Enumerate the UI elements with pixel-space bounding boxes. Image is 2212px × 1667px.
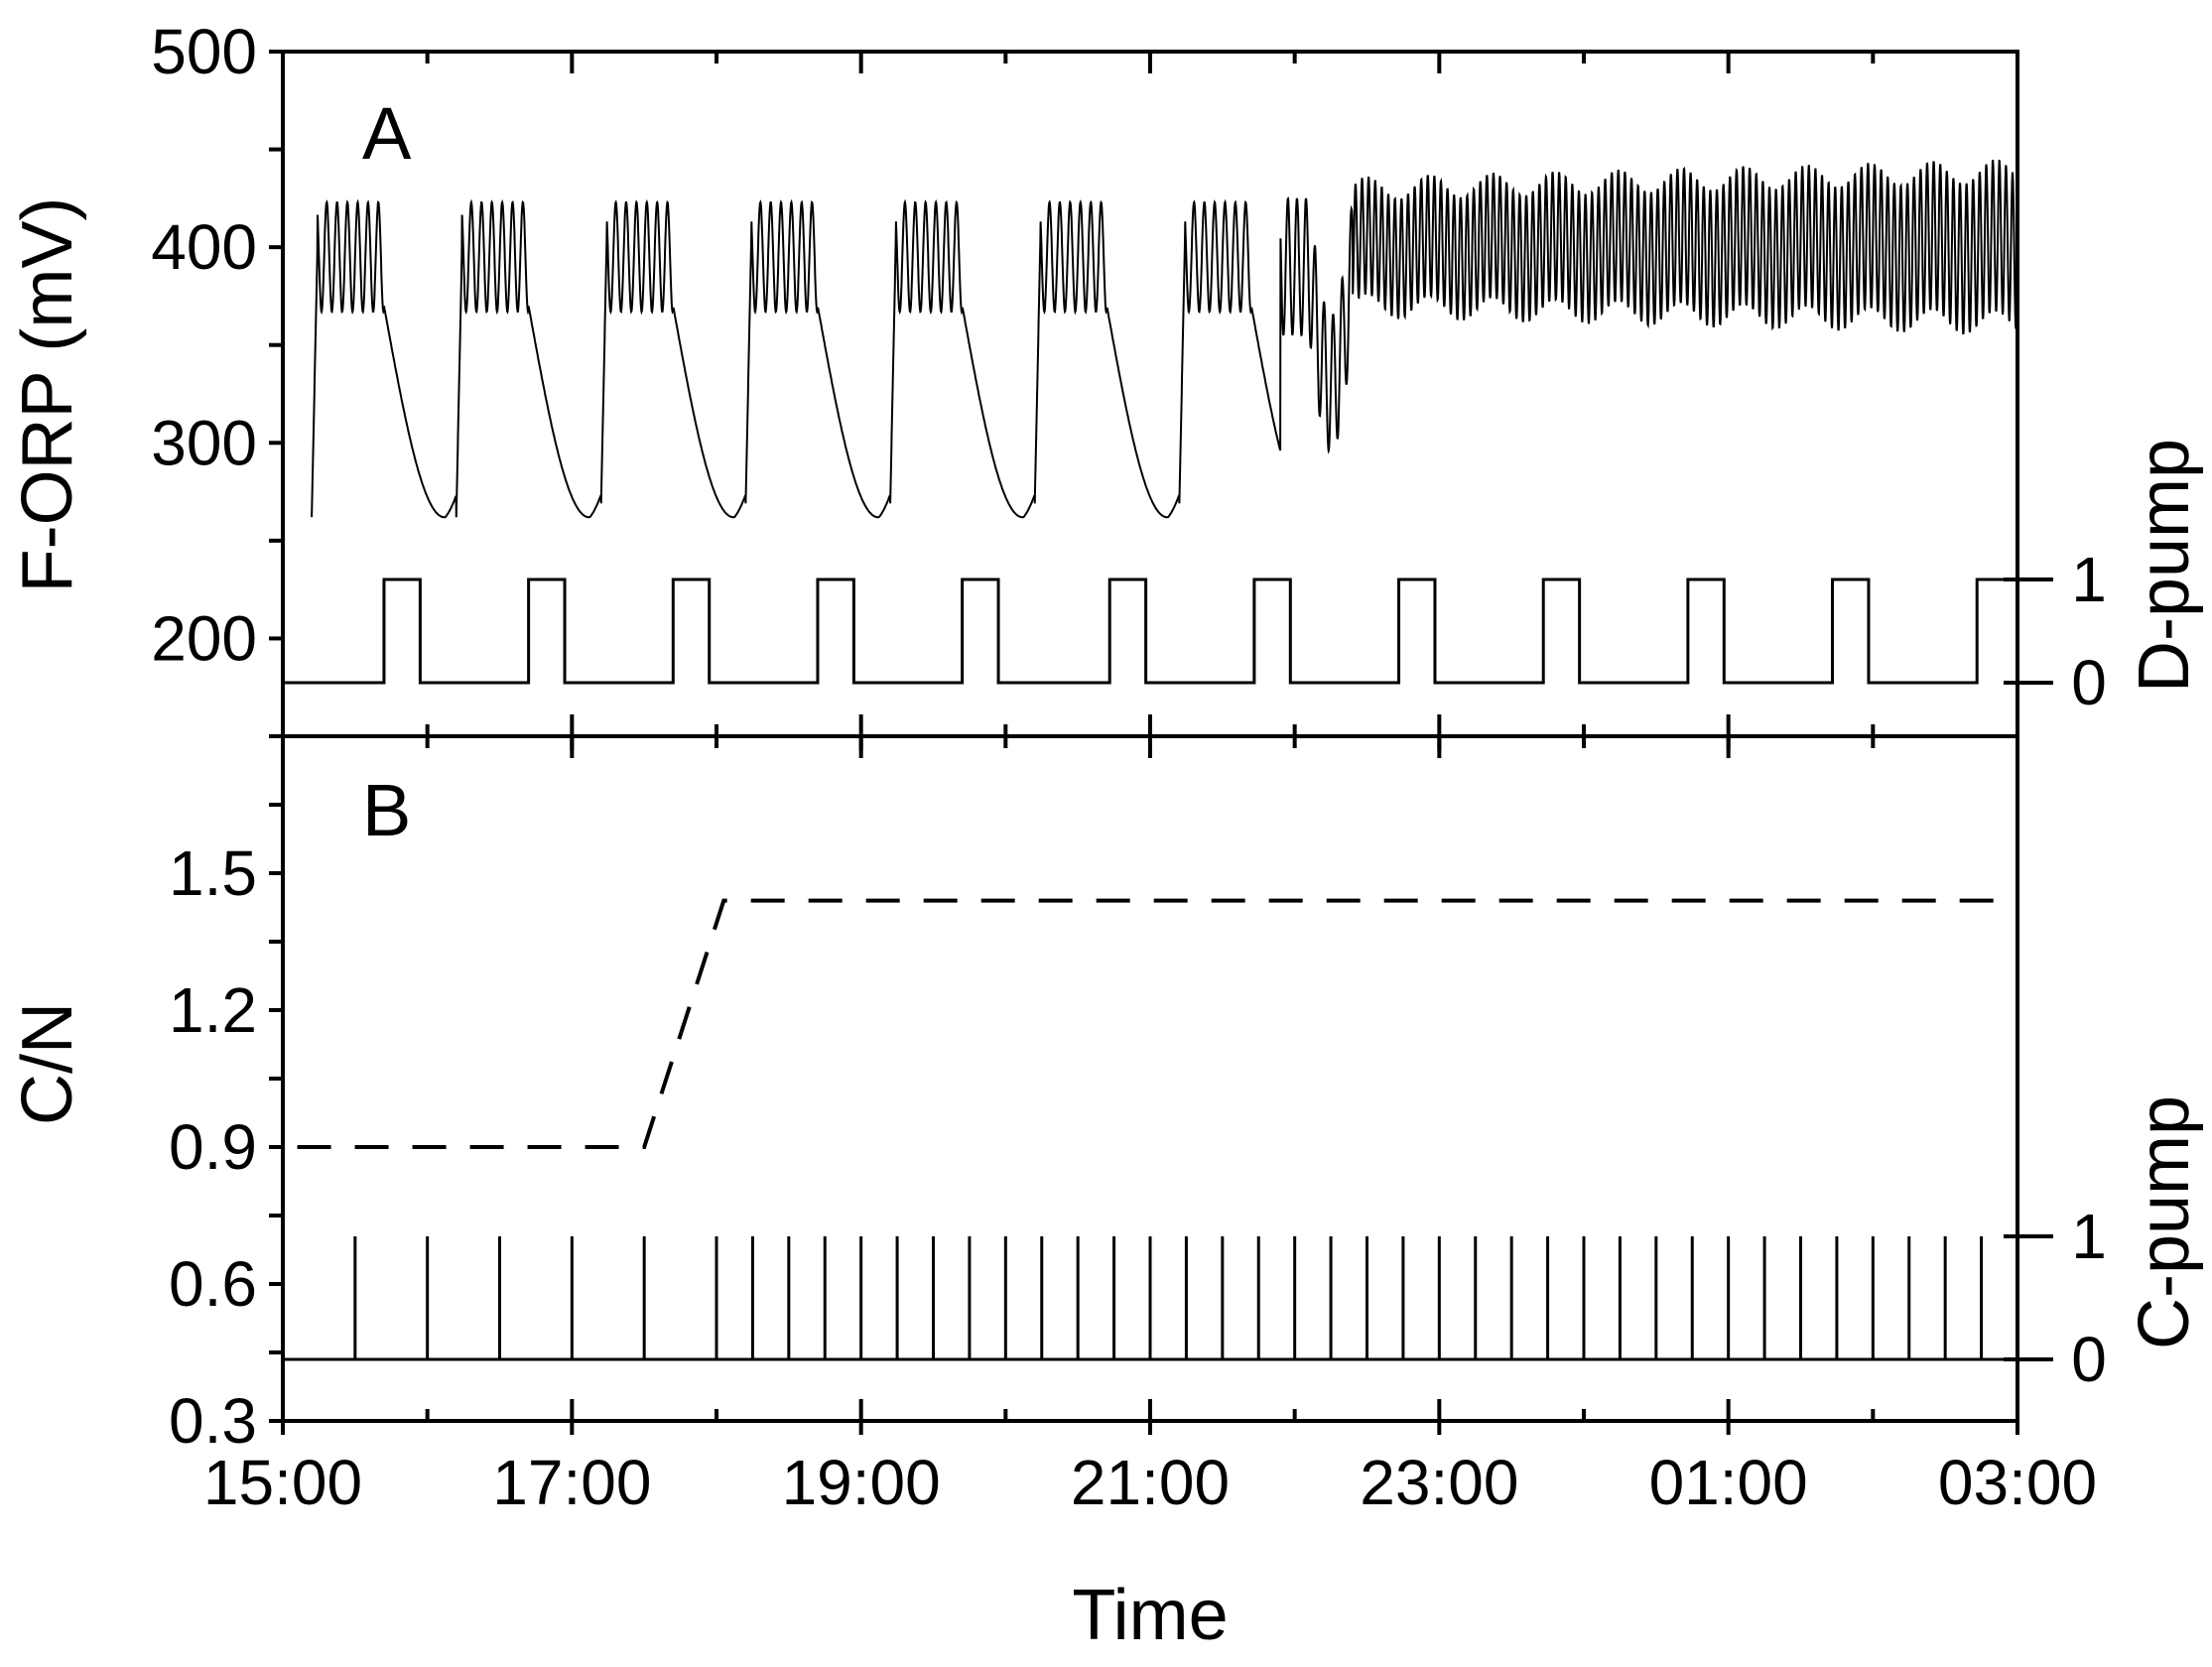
panel-b-right-ticks: 01 <box>2004 1201 2107 1395</box>
panel-a-y-axis-title: F-ORP (mV) <box>8 197 87 593</box>
panel-b-series <box>283 898 2017 1361</box>
y-tick-label: 1.5 <box>169 837 257 909</box>
panel-a-label: A <box>362 92 412 175</box>
panel-a-right-ticks: 01 <box>2004 544 2107 718</box>
x-tick-label: 03:00 <box>1938 1447 2097 1518</box>
y-tick-label: 200 <box>151 602 257 674</box>
x-axis-title: Time <box>1072 1576 1228 1655</box>
y-tick-label: 0.3 <box>169 1385 257 1457</box>
right-y-tick-label: 1 <box>2071 1201 2107 1272</box>
right-y-tick-label: 1 <box>2071 544 2107 615</box>
panel-b-left-ticks: 0.3 0.6 0.9 1.2 1.5 <box>169 734 283 1457</box>
x-tick-label: 17:00 <box>492 1447 651 1518</box>
panel-b-right-axis-title: C-pump <box>2125 1095 2204 1349</box>
y-tick-label: 0.6 <box>169 1248 257 1320</box>
y-tick-label: 500 <box>151 16 257 87</box>
y-tick-label: 1.2 <box>169 974 257 1046</box>
y-tick-label: 400 <box>151 211 257 283</box>
panel-b-label: B <box>362 769 411 851</box>
panel-a-series <box>283 159 2019 685</box>
x-tick-label: 15:00 <box>203 1447 362 1518</box>
y-tick-label: 300 <box>151 407 257 478</box>
y-tick-label: 0.9 <box>169 1111 257 1183</box>
panel-a-right-axis-title: D-pump <box>2125 439 2204 693</box>
cn-ratio-series <box>297 898 2017 1149</box>
d-pump-series <box>283 577 2019 685</box>
right-y-tick-label: 0 <box>2071 647 2107 718</box>
x-tick-label: 21:00 <box>1071 1447 1230 1518</box>
panel-a-x-ticks <box>281 52 2019 750</box>
panel-b-y-axis-title: C/N <box>8 1002 87 1125</box>
panel-a-frame <box>281 50 2019 738</box>
panel-b: B C/N C-pump 0.30.60.91.21.5 01 15:00 17:… <box>8 734 2204 1518</box>
x-tick-label: 19:00 <box>782 1447 941 1518</box>
f-orp-series <box>311 159 2018 519</box>
panel-b-x-ticks: 15:00 17:00 19:00 21:00 23:00 01:00 03:00 <box>203 736 2097 1518</box>
x-tick-label: 23:00 <box>1360 1447 1518 1518</box>
right-y-tick-label: 0 <box>2071 1324 2107 1395</box>
x-tick-label: 01:00 <box>1649 1447 1808 1518</box>
panel-a-left-ticks: 200 300 400 500 <box>151 16 283 738</box>
